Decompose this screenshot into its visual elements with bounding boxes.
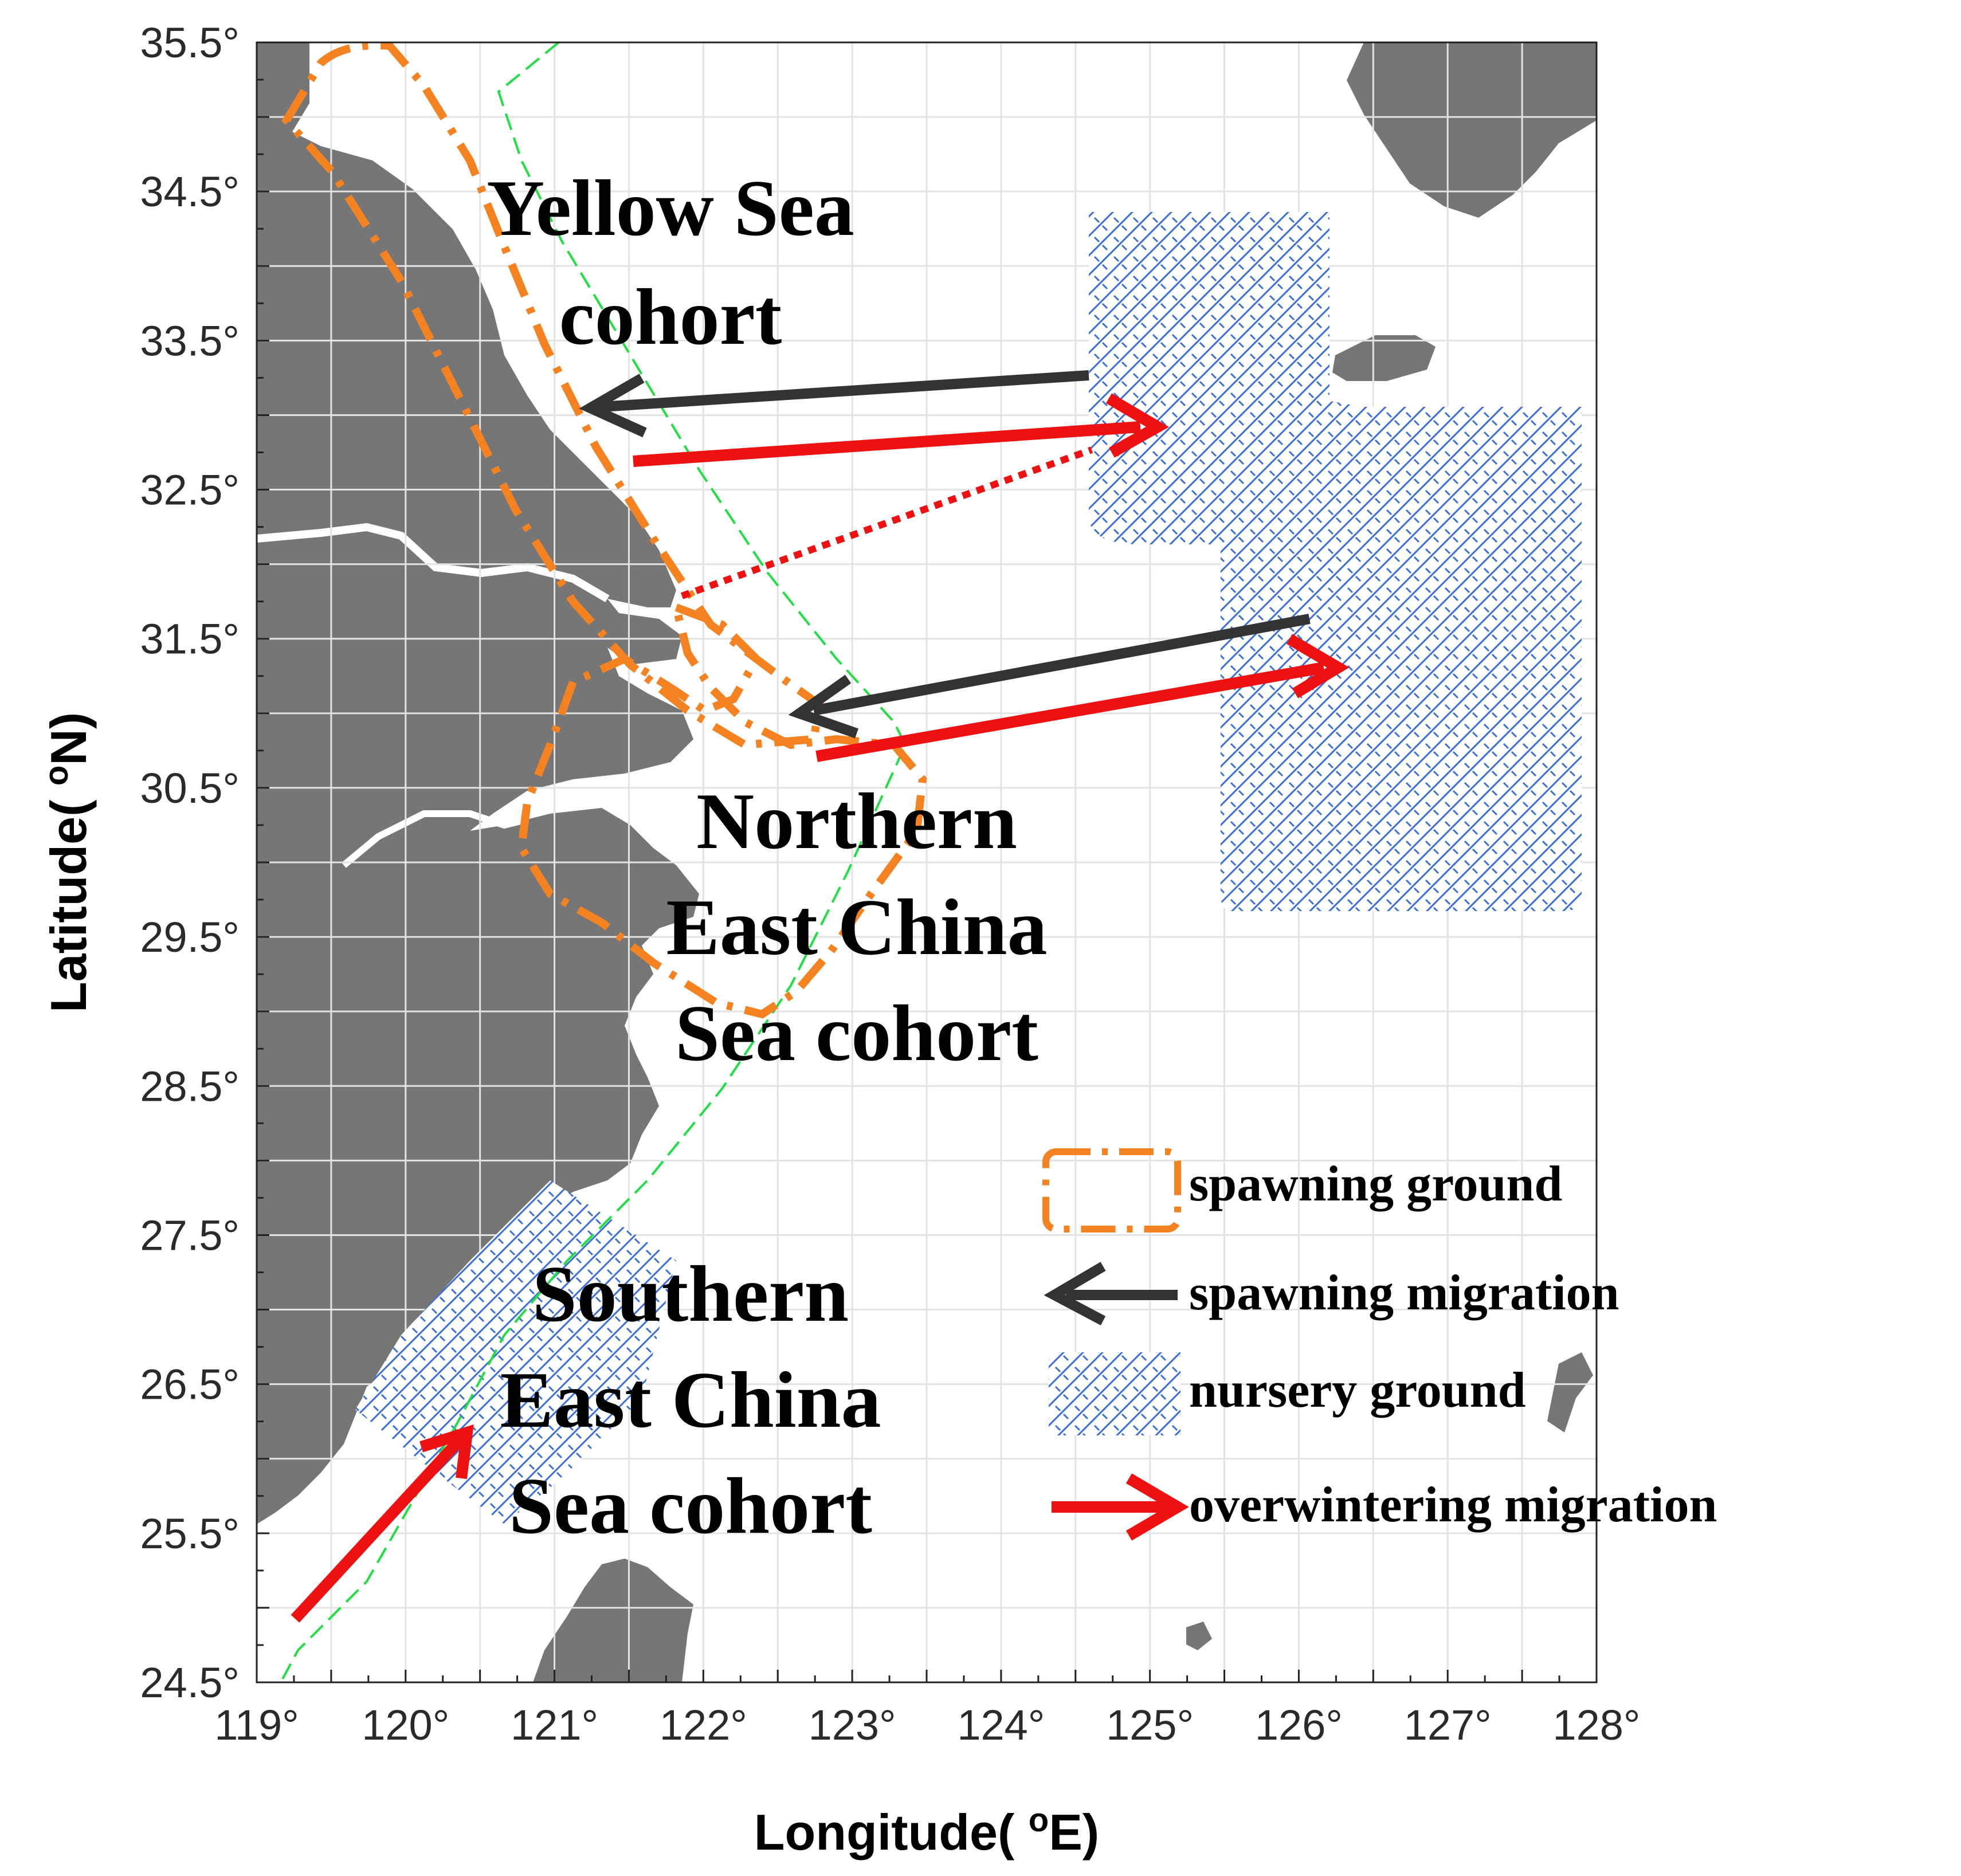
- x-tick-label: 128°: [1552, 1701, 1640, 1749]
- x-tick-label: 124°: [957, 1701, 1045, 1749]
- y-tick-label: 32.5°: [140, 466, 240, 514]
- x-tick-label: 120°: [362, 1701, 449, 1749]
- x-axis-label: Longitude( oE): [754, 1802, 1099, 1861]
- overwintering-migration-arrowhead-northern-ecs: [1286, 634, 1350, 698]
- y-axis-label-suffix: N): [40, 712, 97, 766]
- y-tick-label: 33.5°: [140, 317, 240, 364]
- jeju-island-land: [1332, 335, 1436, 381]
- y-tick-label: 31.5°: [140, 615, 240, 663]
- y-tick-label: 34.5°: [140, 168, 240, 215]
- spawning-migration-arrowhead-yellow-sea: [579, 374, 647, 438]
- legend-label-overwintering-migration: overwintering migration: [1189, 1477, 1717, 1533]
- x-tick-label: 127°: [1404, 1701, 1492, 1749]
- overwintering-migration-arrowhead-southern: [419, 1424, 474, 1479]
- legend: spawning ground spawning migration nurse…: [1042, 1148, 1717, 1541]
- x-axis-label-text: Longitude(: [754, 1804, 1015, 1861]
- x-tick-label: 119°: [214, 1701, 299, 1749]
- y-tick-label: 27.5°: [140, 1211, 240, 1259]
- overwintering-migration-arrow-southern: [291, 1434, 466, 1623]
- china-mainland-land: [257, 42, 699, 1524]
- y-tick-label: 29.5°: [140, 913, 240, 961]
- spawning-grounds: [281, 42, 927, 1019]
- x-axis-label-suffix: E): [1049, 1804, 1099, 1861]
- x-tick-label: 123°: [809, 1701, 896, 1749]
- spawning-migration-arrow-yellow-sea: [601, 370, 1089, 412]
- legend-label-spawning-migration: spawning migration: [1189, 1265, 1619, 1321]
- label-southern-ecs-line2: East China: [500, 1356, 881, 1445]
- legend-label-spawning-ground: spawning ground: [1189, 1156, 1562, 1212]
- spawning-ground-yellow-sea: [281, 42, 824, 749]
- ryukyu-island-land: [1547, 1352, 1593, 1432]
- legend-label-nursery-ground: nursery ground: [1189, 1363, 1526, 1418]
- legend-swatch-spawning-migration-head: [1044, 1262, 1106, 1325]
- migration-arrows: [291, 370, 1350, 1623]
- label-yellow-sea-line1: Yellow Sea: [487, 164, 854, 253]
- x-tick-label: 122°: [660, 1701, 747, 1749]
- spawning-migration-arrowhead-northern-ecs: [788, 674, 858, 739]
- y-axis-label-superscript: o: [38, 766, 75, 786]
- label-southern-ecs-line3: Sea cohort: [509, 1462, 872, 1551]
- land-masses: [257, 42, 1597, 1682]
- legend-swatch-spawning-ground: [1042, 1148, 1181, 1233]
- y-tick-label: 30.5°: [140, 764, 240, 812]
- legend-swatch-overwintering-migration-head: [1125, 1473, 1189, 1541]
- yangtze-river: [257, 523, 610, 603]
- taiwan-land: [533, 1559, 693, 1682]
- x-axis-label-superscript: o: [1029, 1802, 1049, 1839]
- y-tick-label: 24.5°: [140, 1659, 240, 1706]
- overwintering-migration-arrow-northern-ecs: [815, 662, 1325, 762]
- axis-ticks: 119° 120° 121° 122° 123° 124° 125° 126° 127° 128°…: [140, 19, 1640, 1749]
- y-tick-label: 35.5°: [140, 19, 240, 66]
- label-northern-ecs-line2: East China: [666, 883, 1047, 972]
- y-axis-label-text: Latitude(: [40, 799, 97, 1012]
- x-tick-label: 125°: [1106, 1701, 1194, 1749]
- label-northern-ecs-line3: Sea cohort: [675, 989, 1038, 1078]
- label-southern-ecs-line1: Southern: [532, 1250, 849, 1339]
- overwintering-migration-arrowhead-yellow-sea: [1105, 393, 1170, 458]
- y-axis-label: Latitude( oN): [38, 712, 97, 1012]
- nursery-ground-yellow-sea: [1089, 212, 1582, 911]
- korea-land: [1347, 42, 1597, 218]
- overwintering-migration-arrow-yellow-sea: [633, 421, 1141, 467]
- label-northern-ecs-line1: Northern: [696, 777, 1017, 866]
- x-tick-label: 121°: [511, 1701, 598, 1749]
- legend-swatch-nursery-ground: [1049, 1352, 1180, 1435]
- y-tick-label: 26.5°: [140, 1361, 240, 1408]
- region-labels: Yellow Sea cohort Northern East China Se…: [487, 164, 1047, 1551]
- y-tick-label: 28.5°: [140, 1062, 240, 1110]
- label-yellow-sea-line2: cohort: [559, 273, 782, 362]
- y-tick-label: 25.5°: [140, 1510, 240, 1557]
- qiantang-river: [342, 810, 528, 868]
- x-tick-label: 126°: [1255, 1701, 1343, 1749]
- spawning-migration-arrow-northern-ecs: [813, 614, 1311, 716]
- small-island-land: [1186, 1622, 1212, 1650]
- overwintering-migration-dotted-link: [680, 446, 1093, 599]
